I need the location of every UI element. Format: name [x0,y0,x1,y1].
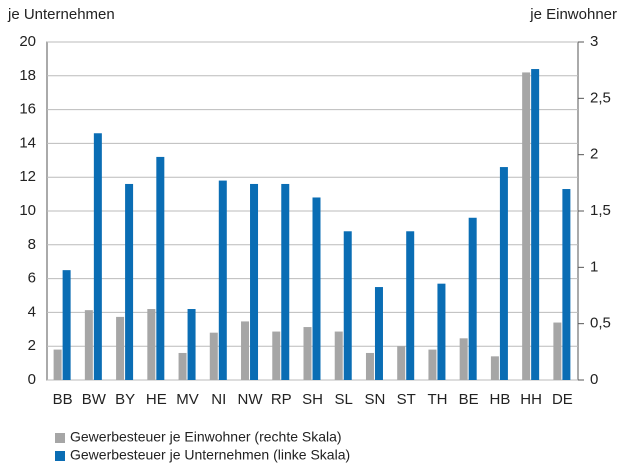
bar [250,183,259,380]
bar [343,231,352,380]
x-tick-label: HH [520,391,542,408]
y-axis-title: je Unternehmen [7,6,115,23]
x-tick-label: HB [489,391,510,408]
y-tick-label: 2 [28,337,36,354]
x-tick-label: HE [146,391,167,408]
y-tick-label: 12 [19,168,36,185]
bar [312,197,321,380]
bar [125,183,134,380]
bar [531,69,540,380]
bar [218,180,227,380]
bar [437,283,446,380]
bar [406,231,415,380]
bar [53,349,62,380]
x-tick-label: DE [552,391,573,408]
y-tick-label: 18 [19,67,36,84]
x-tick-label: NW [238,391,264,408]
y2-tick-label: 0,5 [590,315,611,332]
bar [490,356,499,380]
y-tick-label: 4 [28,303,36,320]
bar [499,167,508,380]
y-tick-label: 10 [19,202,36,219]
x-tick-label: SN [365,391,386,408]
y2-tick-label: 3 [590,33,598,50]
y2-tick-label: 2,5 [590,89,611,106]
x-tick-label: MV [176,391,199,408]
x-tick-label: RP [271,391,292,408]
x-tick-label: ST [397,391,416,408]
bar [147,309,156,380]
y-tick-label: 0 [28,371,36,388]
bar [334,331,343,380]
bar [397,346,406,380]
legend-swatch [55,451,65,461]
bar [459,338,468,380]
y-tick-label: 6 [28,270,36,287]
x-tick-label: SH [302,391,323,408]
bar [62,270,71,380]
bar [303,327,312,380]
legend-swatch [55,433,65,443]
bar [178,352,187,380]
bar [209,332,218,380]
x-tick-label: BB [53,391,73,408]
x-tick-label: SL [335,391,353,408]
bar [156,156,165,380]
bar [84,310,93,380]
x-tick-label: BY [115,391,135,408]
bar [93,133,102,380]
y2-tick-label: 1,5 [590,202,611,219]
legend-label: Gewerbesteuer je Einwohner (rechte Skala… [70,429,342,445]
bar [374,287,383,380]
x-tick-label: BE [459,391,479,408]
bar [272,331,281,380]
bar [553,322,562,380]
bar [522,72,531,381]
bar [241,321,250,380]
bar [187,309,196,380]
x-tick-label: NI [211,391,226,408]
bar [116,316,125,380]
x-tick-label: BW [82,391,107,408]
y2-tick-label: 1 [590,258,598,275]
y-tick-label: 8 [28,236,36,253]
y-tick-label: 16 [19,101,36,118]
bar [562,189,571,380]
legend-label: Gewerbesteuer je Unternehmen (linke Skal… [70,447,350,463]
bar [281,183,290,380]
y2-axis-title: je Einwohner [529,6,617,23]
bar [365,352,374,380]
y2-tick-label: 2 [590,146,598,163]
y-tick-label: 14 [19,134,36,151]
x-tick-label: TH [427,391,447,408]
bar [428,349,437,380]
bar [468,217,477,380]
y-tick-label: 20 [19,33,36,50]
y2-tick-label: 0 [590,371,598,388]
